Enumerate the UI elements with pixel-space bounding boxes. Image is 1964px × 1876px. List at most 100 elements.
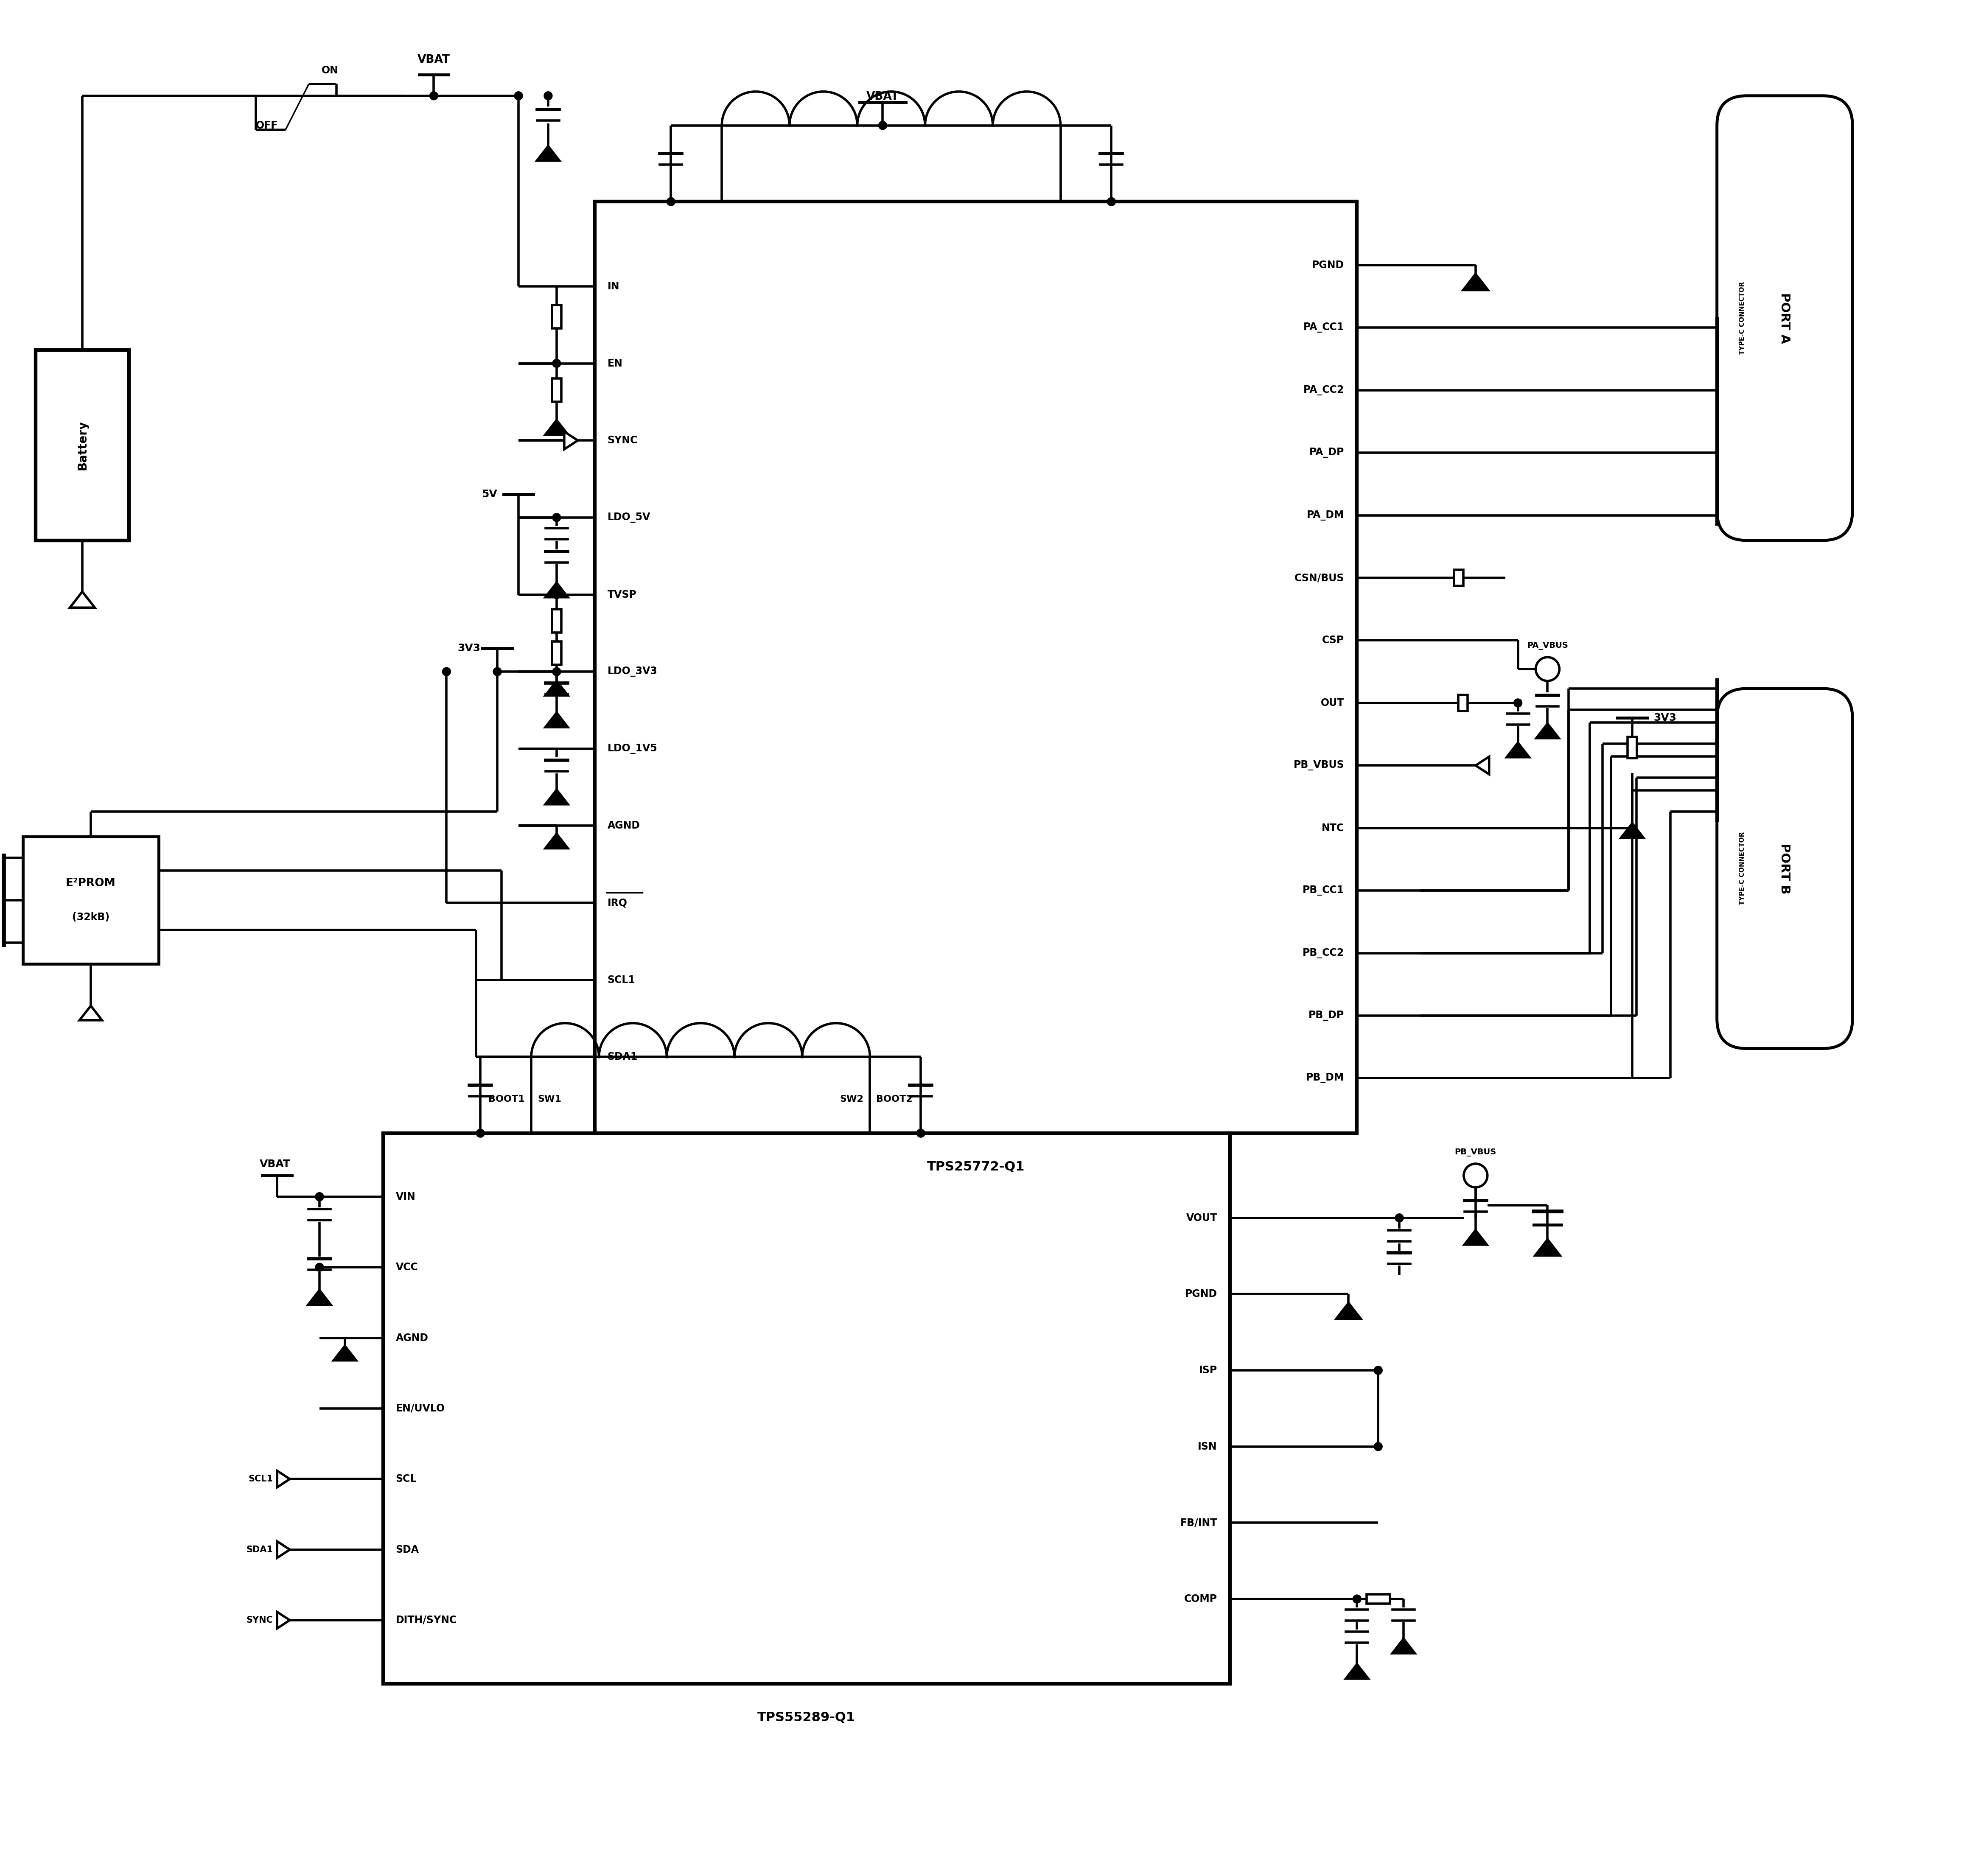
Polygon shape [546, 583, 568, 597]
Polygon shape [546, 833, 568, 848]
Circle shape [917, 1129, 925, 1137]
Circle shape [316, 1193, 324, 1201]
Text: BOOT2: BOOT2 [876, 1096, 913, 1103]
Bar [35, 349, 130, 540]
Text: ON: ON [322, 66, 338, 75]
Text: SCL1: SCL1 [607, 976, 634, 985]
Circle shape [316, 1263, 324, 1272]
Polygon shape [1463, 274, 1489, 291]
Circle shape [1375, 1443, 1383, 1450]
Text: IRQ: IRQ [607, 899, 627, 908]
Polygon shape [277, 1611, 291, 1628]
Polygon shape [308, 1291, 330, 1304]
Circle shape [552, 668, 562, 675]
FancyBboxPatch shape [1717, 96, 1852, 540]
Text: COMP: COMP [1184, 1595, 1218, 1604]
Circle shape [475, 1129, 485, 1137]
Text: VBAT: VBAT [418, 54, 450, 66]
Circle shape [552, 358, 562, 368]
Text: TYPE-C CONNECTOR: TYPE-C CONNECTOR [1740, 833, 1746, 904]
Polygon shape [546, 681, 568, 696]
Bar [383, 1133, 1229, 1683]
Text: LDO_3V3: LDO_3V3 [607, 666, 658, 677]
Polygon shape [1336, 1304, 1361, 1319]
Bar [1457, 694, 1467, 711]
Text: PA_DP: PA_DP [1310, 448, 1343, 458]
Text: PA_CC2: PA_CC2 [1304, 385, 1343, 396]
Polygon shape [546, 420, 568, 435]
Text: PORT B: PORT B [1779, 842, 1791, 893]
Text: 3V3: 3V3 [1654, 713, 1677, 722]
Text: DITH/SYNC: DITH/SYNC [395, 1615, 458, 1625]
Circle shape [1108, 197, 1116, 206]
Text: CSP: CSP [1322, 636, 1343, 645]
Text: 5V: 5V [481, 490, 497, 499]
Text: SDA: SDA [395, 1544, 418, 1555]
Text: PA_CC1: PA_CC1 [1304, 323, 1343, 332]
Text: SYNC: SYNC [607, 435, 638, 445]
Text: SCL1: SCL1 [247, 1475, 273, 1484]
Circle shape [1375, 1366, 1383, 1375]
Text: VCC: VCC [395, 1263, 418, 1272]
Circle shape [1394, 1214, 1404, 1221]
Text: (32kB): (32kB) [73, 912, 110, 923]
Text: VBAT: VBAT [866, 92, 900, 101]
Polygon shape [1536, 1240, 1559, 1255]
Text: TYPE-C CONNECTOR: TYPE-C CONNECTOR [1740, 281, 1746, 355]
Circle shape [430, 92, 438, 99]
Text: BOOT1: BOOT1 [489, 1096, 524, 1103]
Circle shape [552, 514, 562, 522]
Circle shape [515, 92, 522, 99]
Text: EN/UVLO: EN/UVLO [395, 1403, 446, 1413]
Text: PB_VBUS: PB_VBUS [1294, 760, 1343, 771]
Text: SW2: SW2 [841, 1096, 864, 1103]
Polygon shape [277, 1542, 291, 1557]
Text: SDA1: SDA1 [607, 1052, 638, 1062]
Text: E²PROM: E²PROM [67, 878, 116, 889]
Circle shape [1514, 698, 1522, 707]
Text: TVSP: TVSP [607, 589, 636, 600]
Bar [552, 610, 562, 632]
Text: CSN/BUS: CSN/BUS [1294, 572, 1343, 583]
Text: SDA1: SDA1 [246, 1546, 273, 1553]
Text: PA_VBUS: PA_VBUS [1526, 642, 1567, 649]
Text: PGND: PGND [1312, 261, 1343, 270]
Polygon shape [334, 1345, 355, 1360]
Text: PB_DP: PB_DP [1308, 1011, 1343, 1021]
Circle shape [544, 92, 552, 99]
Text: LDO_5V: LDO_5V [607, 512, 650, 523]
Circle shape [493, 668, 501, 675]
Text: TPS55289-Q1: TPS55289-Q1 [758, 1711, 856, 1724]
Circle shape [316, 1193, 324, 1201]
Polygon shape [1506, 743, 1530, 758]
Text: OUT: OUT [1322, 698, 1343, 707]
Text: AGND: AGND [607, 820, 640, 831]
Bar [595, 201, 1357, 1133]
Text: VOUT: VOUT [1186, 1212, 1218, 1223]
Bar [552, 379, 562, 401]
Polygon shape [1465, 1231, 1487, 1244]
Bar [24, 837, 159, 964]
Text: VIN: VIN [395, 1191, 416, 1203]
Bar [1367, 1595, 1391, 1604]
Text: 3V3: 3V3 [458, 643, 481, 653]
Text: PA_DM: PA_DM [1306, 510, 1343, 520]
Text: VBAT: VBAT [259, 1159, 291, 1169]
Text: Battery: Battery [77, 420, 88, 471]
Polygon shape [1475, 756, 1489, 775]
Text: OFF: OFF [255, 120, 279, 131]
Text: EN: EN [607, 358, 623, 368]
Polygon shape [71, 591, 94, 608]
Bar [1453, 570, 1463, 585]
Text: IN: IN [607, 281, 619, 291]
Polygon shape [79, 1006, 102, 1021]
Text: PB_CC1: PB_CC1 [1302, 885, 1343, 895]
Polygon shape [1392, 1640, 1414, 1653]
Circle shape [1353, 1595, 1361, 1604]
Text: PB_VBUS: PB_VBUS [1455, 1148, 1497, 1156]
Text: LDO_1V5: LDO_1V5 [607, 743, 658, 754]
Text: PGND: PGND [1184, 1289, 1218, 1300]
Polygon shape [546, 713, 568, 728]
Bar [552, 306, 562, 328]
Polygon shape [1345, 1664, 1369, 1679]
